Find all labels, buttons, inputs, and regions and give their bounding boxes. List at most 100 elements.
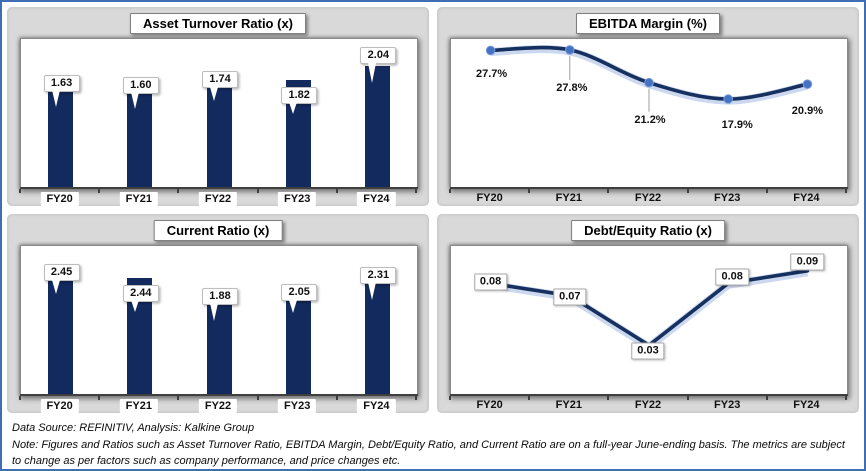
charts-grid: Asset Turnover Ratio (x) 1.63 1.60 1.74 1.8… xyxy=(7,7,859,413)
x-axis-label-fy23: FY23 xyxy=(278,192,317,206)
line-series-svg xyxy=(485,45,813,112)
x-axis-tick xyxy=(98,396,101,400)
x-axis-label-fy22: FY22 xyxy=(198,399,238,413)
value-label-fy23: 0.08 xyxy=(715,268,749,286)
callout-pointer xyxy=(51,90,60,108)
chart-title-debt-equity: Debt/Equity Ratio (x) xyxy=(571,220,725,241)
callout-pointer xyxy=(368,282,377,301)
ebitda-margin-x-axis: FY20 FY21 FY22 FY23 FY24 xyxy=(449,189,847,206)
x-axis-label-fy20: FY20 xyxy=(476,399,503,411)
callout-pointer xyxy=(51,279,60,294)
chart-panel-debt-equity-ratio: Debt/Equity Ratio (x) 0.08 0.07 0.03 0.08 0.… xyxy=(437,214,859,413)
asset-turnover-plot-area: 1.63 1.60 1.74 1.82 2.04 xyxy=(20,38,418,189)
value-label-fy22: 21.2% xyxy=(634,113,666,126)
callout-pointer xyxy=(210,86,218,101)
x-axis-tick xyxy=(449,396,451,400)
callout-pointer xyxy=(368,62,377,83)
x-axis-tick xyxy=(845,396,847,400)
x-axis-label-fy22: FY22 xyxy=(634,399,662,411)
x-axis-tick xyxy=(335,189,338,193)
footer-note: Note: Figures and Ratios such as Asset T… xyxy=(12,438,845,468)
asset-turnover-x-axis: FY20 FY21 FY22 FY23 FY24 xyxy=(19,189,417,206)
x-axis-label-fy22: FY22 xyxy=(198,192,238,206)
x-axis-label-fy22: FY22 xyxy=(634,192,662,204)
x-axis-tick xyxy=(415,189,417,193)
value-label-fy21: 0.07 xyxy=(553,288,587,306)
value-label-fy20: 27.7% xyxy=(475,68,508,81)
ebitda-margin-plot-area: 27.7% 27.8% 21.2% 17.9% 20.9% xyxy=(450,38,848,189)
value-callout-fy24: 2.04 xyxy=(360,47,397,65)
x-axis-label-fy24: FY24 xyxy=(357,399,396,413)
x-axis-tick xyxy=(686,396,689,400)
value-label-fy22: 0.03 xyxy=(631,342,665,360)
x-axis-label-fy21: FY21 xyxy=(119,192,158,206)
x-axis-line xyxy=(450,187,848,189)
current-ratio-x-axis: FY20 FY21 FY22 FY23 FY24 xyxy=(19,396,417,413)
value-label-fy24: 20.9% xyxy=(791,105,823,118)
x-axis-tick xyxy=(19,189,21,193)
value-callout-fy21: 2.44 xyxy=(122,284,159,302)
line-shadow xyxy=(489,268,809,352)
chart-title-text: Debt/Equity Ratio (x) xyxy=(584,223,712,238)
chart-title-current-ratio: Current Ratio (x) xyxy=(153,220,283,241)
bar-fy20 xyxy=(48,277,74,395)
value-label-fy20: 0.08 xyxy=(473,273,508,291)
x-axis-label-fy20: FY20 xyxy=(40,192,79,206)
bar-fy22 xyxy=(206,84,232,188)
data-point-marker-fy21 xyxy=(565,45,575,55)
value-label-fy24: 0.09 xyxy=(790,253,825,271)
x-axis-tick xyxy=(177,189,180,193)
x-axis-line xyxy=(20,394,418,396)
x-axis-label-fy21: FY21 xyxy=(555,399,582,411)
callout-pointer xyxy=(289,102,298,115)
x-axis-tick xyxy=(19,396,21,400)
x-axis-tick xyxy=(256,189,259,193)
x-axis-tick xyxy=(528,396,531,400)
value-callout-fy23: 1.82 xyxy=(281,86,318,104)
x-axis-label-fy20: FY20 xyxy=(476,192,503,204)
value-callout-fy20: 1.63 xyxy=(43,74,80,92)
chart-title-ebitda-margin: EBITDA Margin (%) xyxy=(576,13,720,34)
data-point-marker-fy23 xyxy=(723,94,734,104)
current-ratio-plot-area: 2.45 2.44 1.88 2.05 2.31 xyxy=(20,245,418,396)
chart-title-text: Asset Turnover Ratio (x) xyxy=(142,16,294,31)
x-axis-tick xyxy=(765,396,768,400)
x-axis-label-fy21: FY21 xyxy=(119,399,158,413)
callout-pointer xyxy=(130,300,139,313)
bar-fy24 xyxy=(364,283,390,395)
x-axis-tick xyxy=(607,189,610,193)
chart-panel-current-ratio: Current Ratio (x) 2.45 2.44 1.88 2.05 2.31 F… xyxy=(7,214,429,413)
callout-pointer xyxy=(210,303,218,322)
debt-equity-x-axis: FY20 FY21 FY22 FY23 FY24 xyxy=(449,396,847,413)
callout-pointer xyxy=(130,92,139,110)
x-axis-tick xyxy=(415,396,417,400)
x-axis-label-fy23: FY23 xyxy=(714,192,741,204)
x-axis-line xyxy=(20,187,418,189)
callout-pointer xyxy=(289,299,298,313)
x-axis-tick xyxy=(335,396,338,400)
x-axis-tick xyxy=(177,396,180,400)
x-axis-tick xyxy=(449,189,451,193)
chart-title-text: EBITDA Margin (%) xyxy=(589,16,707,31)
debt-equity-plot-area: 0.08 0.07 0.03 0.08 0.09 xyxy=(450,245,848,396)
bar-fy24 xyxy=(364,66,390,188)
x-axis-tick xyxy=(607,396,610,400)
value-callout-fy23: 2.05 xyxy=(281,284,318,302)
line-series-svg xyxy=(488,268,810,352)
chart-title-asset-turnover: Asset Turnover Ratio (x) xyxy=(129,13,307,34)
x-axis-label-fy23: FY23 xyxy=(278,399,317,413)
x-axis-tick xyxy=(528,189,531,193)
x-axis-label-fy21: FY21 xyxy=(555,192,582,204)
value-callout-fy22: 1.88 xyxy=(202,287,238,305)
x-axis-label-fy24: FY24 xyxy=(357,192,396,206)
x-axis-label-fy24: FY24 xyxy=(793,399,820,411)
x-axis-tick xyxy=(256,396,259,400)
footer-notes: Data Source: REFINITIV, Analysis: Kalkin… xyxy=(7,413,859,469)
x-axis-tick xyxy=(765,189,768,193)
value-callout-fy21: 1.60 xyxy=(122,76,159,94)
x-axis-tick xyxy=(98,189,101,193)
data-point-marker-fy22 xyxy=(644,77,654,88)
x-axis-label-fy20: FY20 xyxy=(40,399,79,413)
x-axis-label-fy24: FY24 xyxy=(793,192,820,204)
